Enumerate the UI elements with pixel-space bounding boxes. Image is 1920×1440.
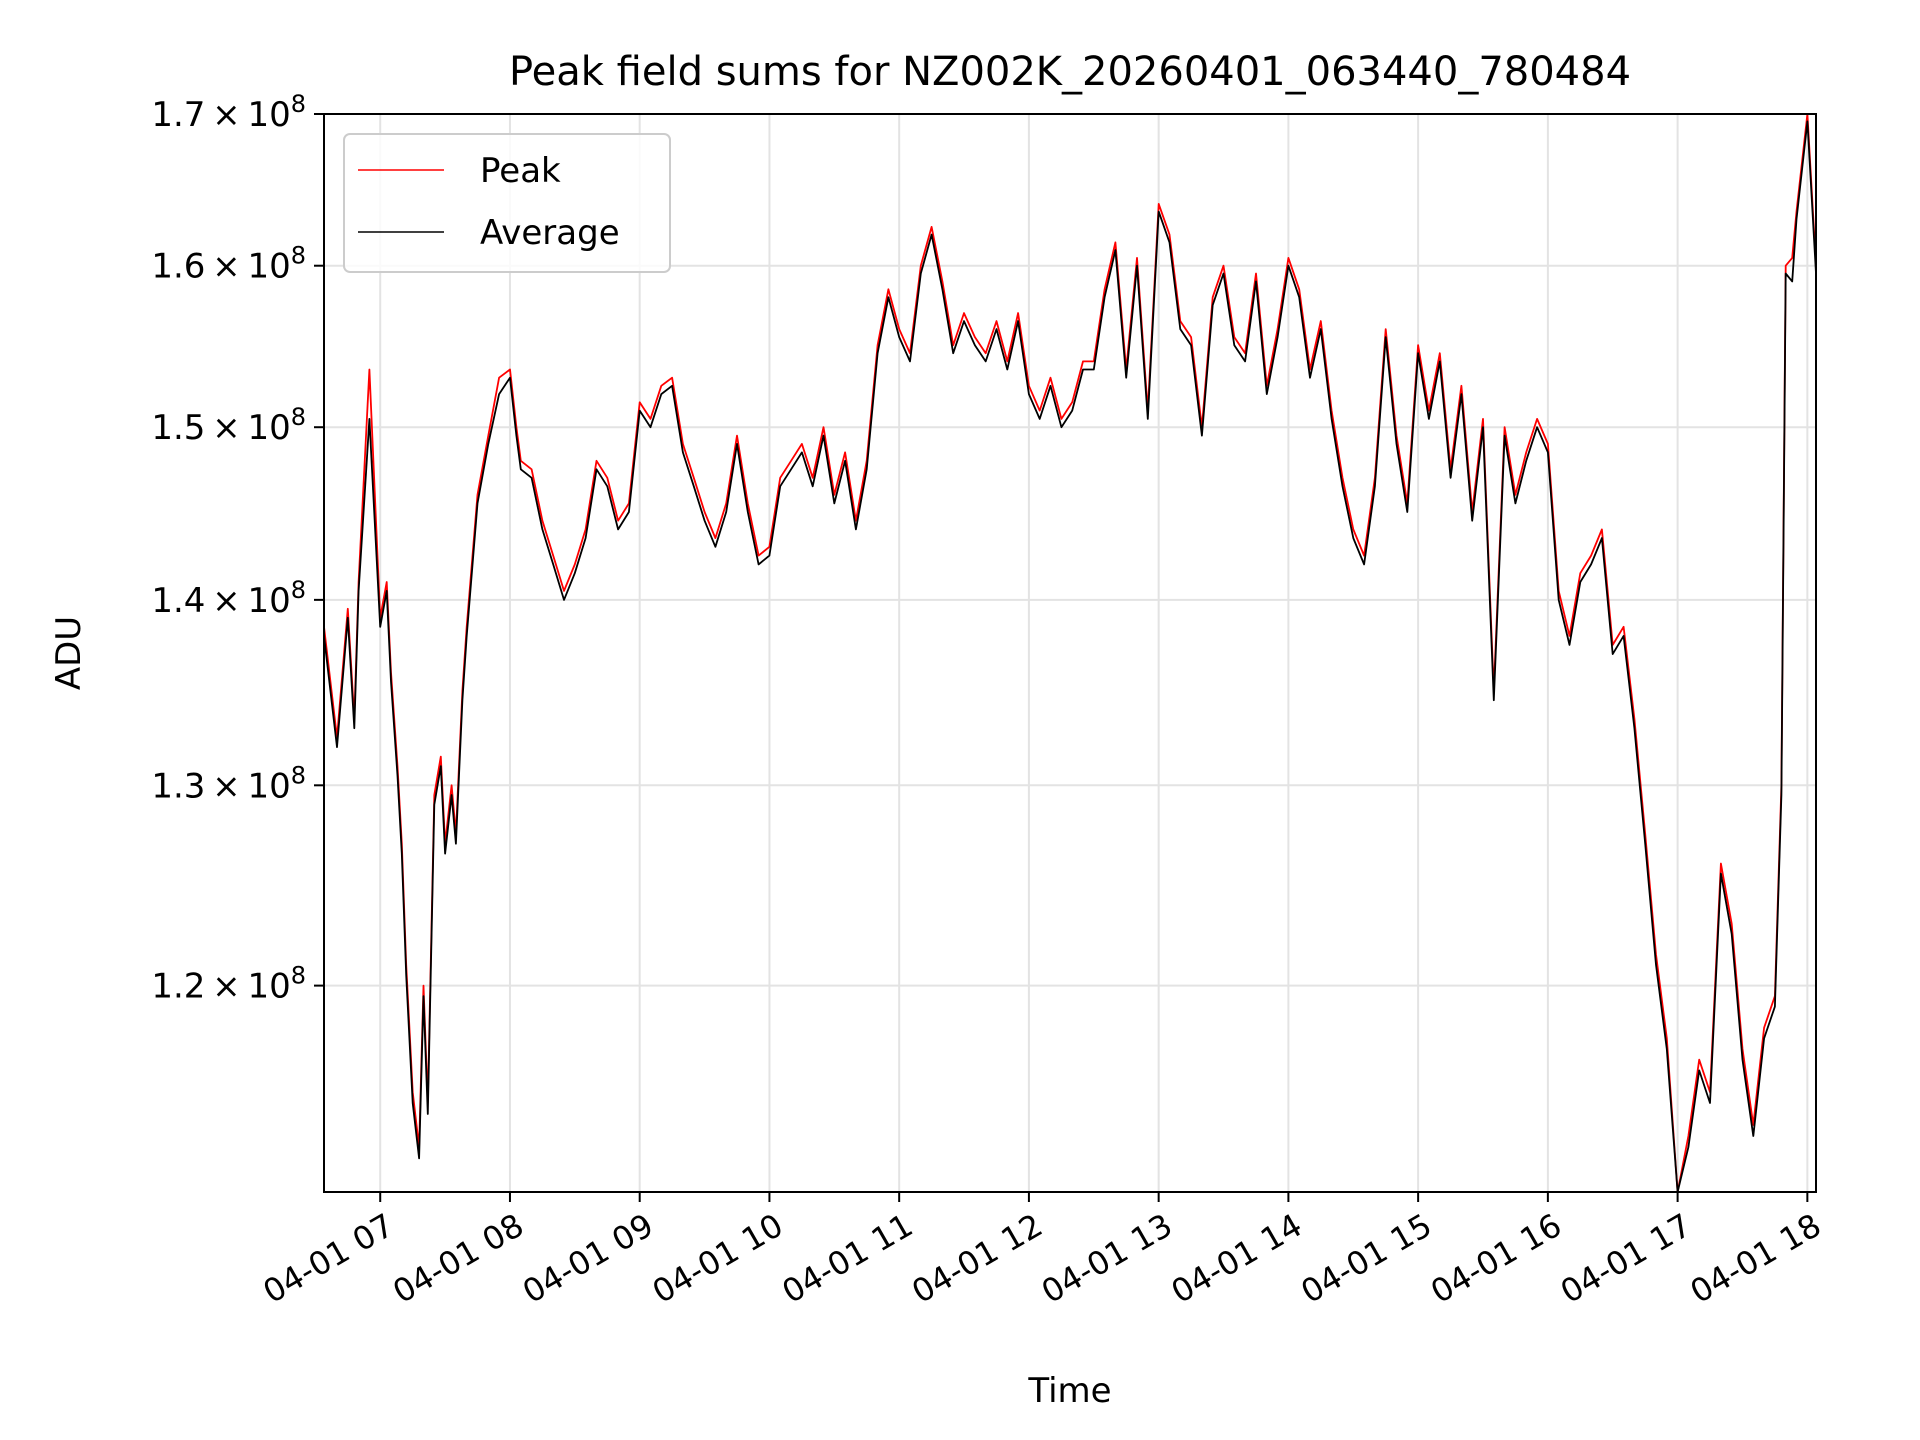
y-tick-label: 1.6 × 108 bbox=[151, 242, 306, 287]
legend-label-average: Average bbox=[480, 213, 620, 253]
y-axis-label: ADU bbox=[49, 616, 89, 690]
y-tick-label: 1.5 × 108 bbox=[151, 403, 306, 448]
plot-frame bbox=[323, 113, 1817, 1193]
y-axis: 1.2 × 108 1.3 × 108 1.4 × 108 1.5 × 108 1.6 … bbox=[151, 90, 324, 1007]
y-tick-label: 1.3 × 108 bbox=[151, 761, 306, 806]
chart-title: Peak field sums for NZ002K_20260401_0634… bbox=[509, 49, 1631, 95]
legend-box bbox=[343, 133, 671, 273]
y-tick-label: 1.4 × 108 bbox=[151, 576, 306, 621]
y-tick-label: 1.7 × 108 bbox=[151, 90, 306, 135]
series-layer bbox=[323, 113, 1817, 1193]
y-tick-label: 1.2 × 108 bbox=[151, 962, 306, 1007]
series-line-average bbox=[323, 120, 1817, 1193]
x-axis-label: Time bbox=[1027, 1371, 1111, 1411]
series-line-peak bbox=[323, 113, 1817, 1193]
legend-label-peak: Peak bbox=[480, 151, 561, 191]
legend: Peak Average bbox=[343, 133, 671, 273]
